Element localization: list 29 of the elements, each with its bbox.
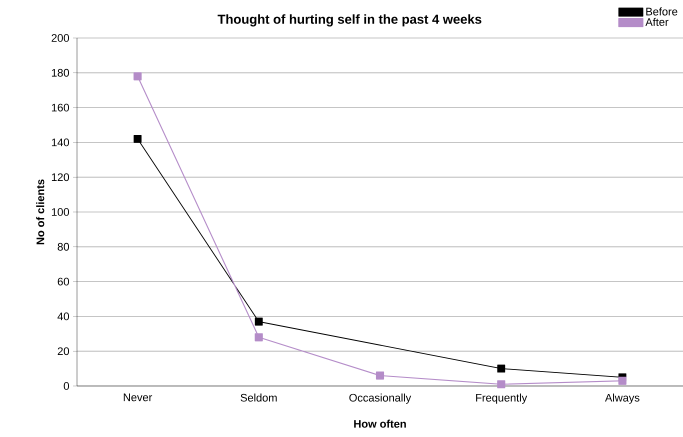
y-tick-label: 80 <box>58 242 70 251</box>
x-tick-label: Frequently <box>476 394 528 404</box>
legend-label: After <box>645 18 668 26</box>
y-tick-label: 60 <box>58 278 70 286</box>
y-axis-title: No of clients <box>36 179 44 244</box>
x-tick-label: Occasionally <box>349 394 412 404</box>
y-tick-label: 0 <box>64 382 70 390</box>
y-tick-label: 160 <box>52 104 70 112</box>
point <box>618 376 626 385</box>
point <box>134 72 142 80</box>
y-tick-label: 40 <box>57 312 70 320</box>
y-tick-label: 200 <box>52 34 70 42</box>
x-tick-label: Always <box>604 394 640 404</box>
y-tick-label: 140 <box>52 138 70 146</box>
point <box>376 372 384 380</box>
point <box>497 380 506 388</box>
legend-label: Before <box>646 7 678 16</box>
y-tick-label: 120 <box>52 173 70 182</box>
x-axis-title: How often <box>354 420 406 428</box>
point <box>497 364 506 373</box>
chart-title: Thought of hurting self in the past 4 weeks <box>218 14 482 26</box>
y-tick-label: 20 <box>58 347 70 356</box>
y-tick-label: 100 <box>52 208 70 216</box>
x-tick-label: Seldom <box>240 394 277 402</box>
point <box>254 333 263 342</box>
x-tick-label: Never <box>124 394 152 402</box>
y-tick-label: 180 <box>52 68 70 77</box>
point <box>254 318 263 326</box>
point <box>134 134 142 143</box>
